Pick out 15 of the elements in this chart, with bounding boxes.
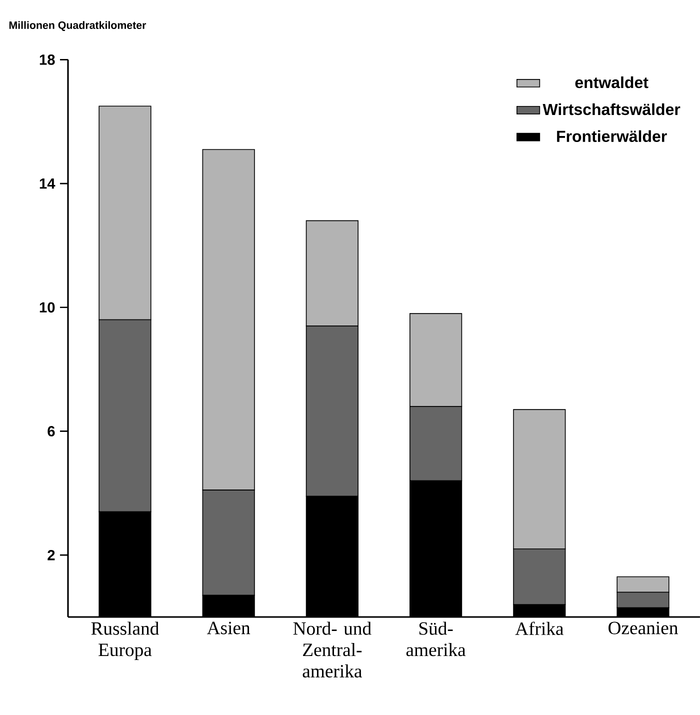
y-tick-label: 6 (48, 426, 55, 436)
legend-label: entwaldet (575, 76, 648, 88)
x-tick-label: Afrika (515, 622, 564, 636)
x-tick-label: Russland Europa (91, 622, 159, 660)
y-axis-title: Millionen Quadratkilometer (9, 21, 146, 31)
y-tick-label: 18 (40, 54, 55, 65)
x-tick-label: Nord- und Zentral-amerika (293, 622, 372, 678)
x-tick-label: Asien (206, 622, 250, 634)
y-tick-label: 2 (48, 550, 55, 560)
x-tick-label: Süd-amerika (406, 622, 466, 656)
x-tick-label: Ozeanien (608, 622, 678, 634)
y-tick-label: 14 (40, 178, 56, 189)
legend-label: Wirtschaftswälder (542, 103, 680, 116)
y-tick-label: 10 (40, 302, 55, 313)
legend-label: Frontierwälder (557, 130, 667, 142)
